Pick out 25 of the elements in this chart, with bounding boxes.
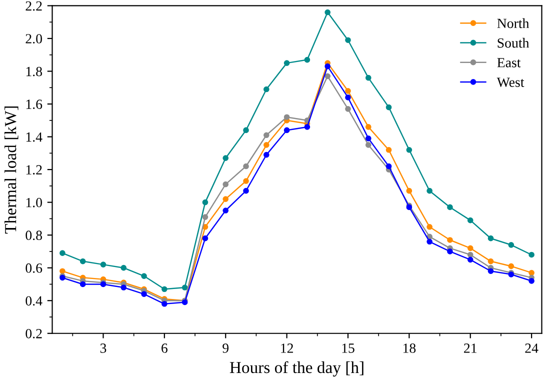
- y-tick-label: 0.2: [26, 328, 42, 338]
- y-tick-label: 1.8: [26, 66, 42, 76]
- x-tick-label: 12: [281, 344, 293, 353]
- y-tick-label: 1.4: [26, 132, 42, 142]
- x-tick-label: 15: [342, 344, 354, 353]
- x-tick-label: 6: [162, 344, 168, 353]
- x-tick-label: 3: [100, 344, 106, 353]
- y-tick-label: 1.6: [26, 100, 42, 110]
- x-tick-label: 24: [525, 344, 538, 353]
- x-tick-label: 9: [222, 344, 229, 353]
- legend-label: North: [497, 18, 530, 28]
- y-tick-label: 0.6: [26, 263, 42, 273]
- x-axis-title: Hours of the day [h]: [230, 361, 364, 377]
- y-tick-label: 2.2: [26, 1, 42, 11]
- y-tick-label: 2.0: [26, 34, 42, 44]
- y-tick-label: 0.8: [26, 230, 42, 240]
- x-tick-label: 21: [464, 344, 476, 353]
- y-tick-label: 1.0: [26, 198, 42, 208]
- x-tick-label: 18: [403, 344, 416, 353]
- legend-label: East: [497, 58, 521, 68]
- y-tick-label: 1.2: [26, 165, 42, 175]
- y-tick-label: 0.4: [26, 296, 42, 306]
- legend-label: South: [498, 38, 530, 48]
- legend-label: West: [496, 78, 524, 88]
- y-axis-title: Thermal load [kW]: [4, 106, 18, 234]
